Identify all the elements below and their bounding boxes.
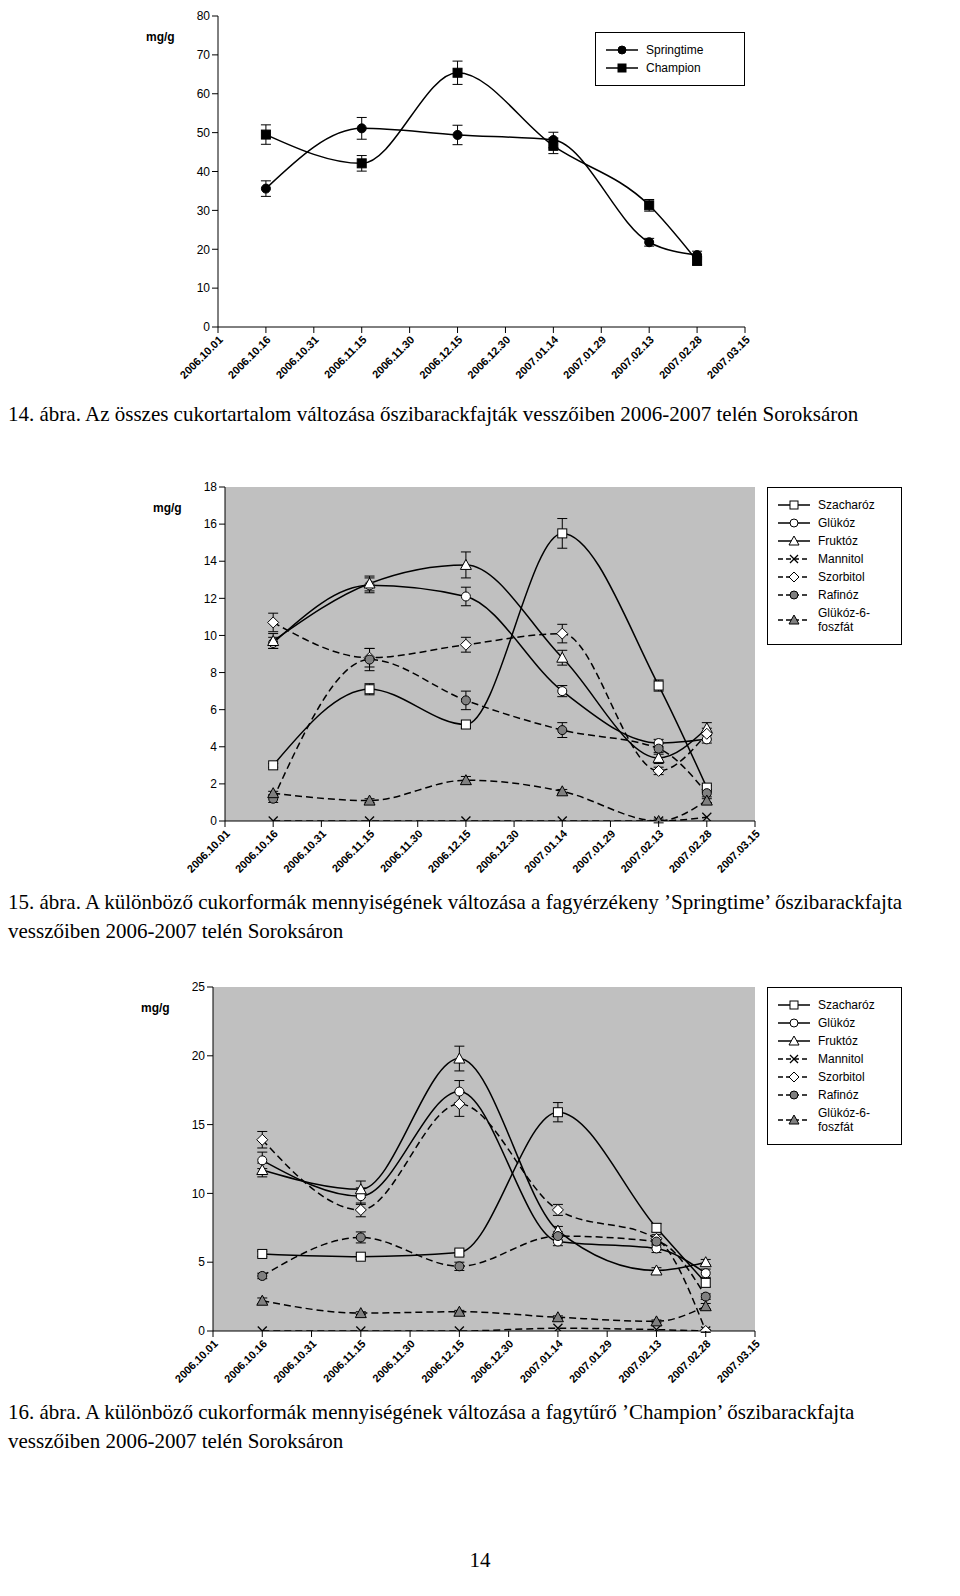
html-text:Fruktóz: Fruktóz (818, 1034, 858, 1048)
svg-text:8: 8 (210, 666, 217, 680)
svg-text:20: 20 (192, 1049, 206, 1063)
svg-text:2007.02.13: 2007.02.13 (618, 827, 665, 874)
svg-text:2007.02.28: 2007.02.28 (665, 1337, 712, 1384)
svg-text:2006.11.15: 2006.11.15 (321, 1337, 368, 1384)
svg-text:70: 70 (197, 48, 211, 62)
html-text:Glükóz: Glükóz (818, 1016, 856, 1030)
svg-text:40: 40 (197, 165, 211, 179)
svg-text:2006.11.30: 2006.11.30 (370, 333, 417, 380)
svg-text:2006.10.16: 2006.10.16 (222, 1337, 269, 1384)
svg-text:14: 14 (204, 554, 218, 568)
svg-text:16: 16 (204, 517, 218, 531)
svg-text:10: 10 (197, 281, 211, 295)
svg-text:2007.02.13: 2007.02.13 (616, 1337, 663, 1384)
html-text:Mannitol: Mannitol (818, 1052, 864, 1066)
svg-text:2006.11.30: 2006.11.30 (370, 1337, 417, 1384)
svg-text:2007.01.29: 2007.01.29 (570, 827, 617, 874)
svg-text:2: 2 (210, 777, 217, 791)
svg-text:2006.10.01: 2006.10.01 (178, 333, 225, 380)
svg-text:2007.01.14: 2007.01.14 (517, 1337, 565, 1385)
svg-text:2006.11.30: 2006.11.30 (378, 827, 425, 874)
svg-text:0: 0 (203, 320, 210, 334)
svg-text:2007.02.28: 2007.02.28 (657, 333, 704, 380)
html-text:Fruktóz: Fruktóz (818, 534, 858, 548)
svg-text:6: 6 (210, 703, 217, 717)
svg-text:2006.10.01: 2006.10.01 (173, 1337, 220, 1384)
svg-text:2006.10.01: 2006.10.01 (185, 827, 232, 874)
svg-text:2007.01.14: 2007.01.14 (513, 333, 561, 381)
html-text:mg/g: mg/g (153, 501, 182, 515)
svg-text:20: 20 (197, 243, 211, 257)
svg-text:25: 25 (192, 980, 206, 994)
svg-text:4: 4 (210, 740, 217, 754)
svg-text:2007.02.13: 2007.02.13 (609, 333, 656, 380)
svg-text:18: 18 (204, 480, 218, 494)
svg-text:2006.12.30: 2006.12.30 (465, 333, 512, 380)
svg-text:2006.10.16: 2006.10.16 (225, 333, 272, 380)
svg-text:2006.12.15: 2006.12.15 (425, 827, 472, 874)
html-text:mg/g: mg/g (141, 1001, 170, 1015)
svg-text:0: 0 (210, 814, 217, 828)
svg-text:15: 15 (192, 1118, 206, 1132)
svg-text:0: 0 (198, 1324, 205, 1338)
svg-text:30: 30 (197, 204, 211, 218)
html-text:Glükóz-6-foszfát: Glükóz-6-foszfát (818, 606, 870, 634)
html-text:Mannitol: Mannitol (818, 552, 864, 566)
svg-text:10: 10 (192, 1187, 206, 1201)
html-text:Glükóz: Glükóz (818, 516, 856, 530)
html-text:Szorbitol: Szorbitol (818, 1070, 865, 1084)
svg-text:50: 50 (197, 126, 211, 140)
svg-text:5: 5 (198, 1255, 205, 1269)
html-text:Champion: Champion (646, 61, 701, 75)
svg-text:2007.03.15: 2007.03.15 (715, 827, 762, 874)
html-text:Springtime: Springtime (646, 43, 704, 57)
html-text:16. ábra. A különböző cukorfor: 16. ábra. A különböző cukorformák mennyi… (8, 1400, 855, 1453)
svg-text:12: 12 (204, 592, 218, 606)
html-text:Szacharóz: Szacharóz (818, 998, 875, 1012)
html-text:15. ábra. A különböző cukorfor: 15. ábra. A különböző cukorformák mennyi… (8, 890, 903, 943)
html-text:Szacharóz: Szacharóz (818, 498, 875, 512)
svg-text:2006.12.15: 2006.12.15 (417, 333, 464, 380)
svg-text:2007.03.15: 2007.03.15 (715, 1337, 762, 1384)
svg-text:2006.11.15: 2006.11.15 (329, 827, 376, 874)
svg-text:80: 80 (197, 9, 211, 23)
svg-text:2006.11.15: 2006.11.15 (322, 333, 369, 380)
svg-text:2007.03.15: 2007.03.15 (705, 333, 752, 380)
svg-text:2007.01.29: 2007.01.29 (567, 1337, 614, 1384)
svg-text:2006.10.16: 2006.10.16 (233, 827, 280, 874)
svg-text:2007.02.28: 2007.02.28 (666, 827, 713, 874)
svg-text:2006.12.30: 2006.12.30 (474, 827, 521, 874)
svg-text:10: 10 (204, 629, 218, 643)
html-text:Rafinóz: Rafinóz (818, 588, 859, 602)
svg-text:2006.12.15: 2006.12.15 (419, 1337, 466, 1384)
html-text:mg/g: mg/g (146, 30, 175, 44)
html-text:Szorbitol: Szorbitol (818, 570, 865, 584)
html-text:Rafinóz: Rafinóz (818, 1088, 859, 1102)
html-text:14. ábra. Az összes cukortarta: 14. ábra. Az összes cukortartalom változ… (8, 402, 859, 426)
html-text:14: 14 (469, 1548, 491, 1572)
svg-text:60: 60 (197, 87, 211, 101)
html-text:Glükóz-6-foszfát: Glükóz-6-foszfát (818, 1106, 870, 1134)
svg-text:2006.12.30: 2006.12.30 (468, 1337, 515, 1384)
svg-text:2006.10.31: 2006.10.31 (281, 827, 328, 874)
svg-text:2006.10.31: 2006.10.31 (271, 1337, 318, 1384)
svg-text:2007.01.14: 2007.01.14 (522, 827, 570, 875)
svg-text:2007.01.29: 2007.01.29 (561, 333, 608, 380)
svg-text:2006.10.31: 2006.10.31 (273, 333, 320, 380)
